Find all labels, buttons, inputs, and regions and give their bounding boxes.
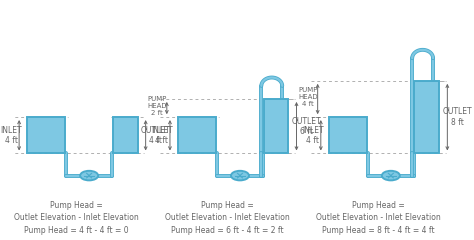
Text: INLET
4 ft: INLET 4 ft [302,126,324,145]
Text: OUTLET
8 ft: OUTLET 8 ft [442,108,472,127]
Bar [264,99,288,153]
Text: OUTLET
6 ft: OUTLET 6 ft [292,116,321,136]
Text: INLET
4 ft: INLET 4 ft [0,126,22,145]
Circle shape [382,171,400,180]
Bar [414,81,439,153]
Circle shape [231,171,249,180]
Bar [113,117,137,153]
Bar [329,117,367,153]
Bar [178,117,216,153]
Text: PUMP
HEAD
4 ft: PUMP HEAD 4 ft [298,87,318,107]
Text: Pump Head =
Outlet Elevation - Inlet Elevation
Pump Head = 4 ft - 4 ft = 0: Pump Head = Outlet Elevation - Inlet Ele… [14,201,139,234]
Bar [27,117,65,153]
Text: PUMP
HEAD
2 ft: PUMP HEAD 2 ft [147,96,167,116]
Text: Pump Head =
Outlet Elevation - Inlet Elevation
Pump Head = 6 ft - 4 ft = 2 ft: Pump Head = Outlet Elevation - Inlet Ele… [165,201,290,234]
Text: INLET
4 ft: INLET 4 ft [151,126,173,145]
Text: OUTLET
4 ft: OUTLET 4 ft [141,126,170,145]
Circle shape [80,171,98,180]
Text: Pump Head =
Outlet Elevation - Inlet Elevation
Pump Head = 8 ft - 4 ft = 4 ft: Pump Head = Outlet Elevation - Inlet Ele… [316,201,441,234]
